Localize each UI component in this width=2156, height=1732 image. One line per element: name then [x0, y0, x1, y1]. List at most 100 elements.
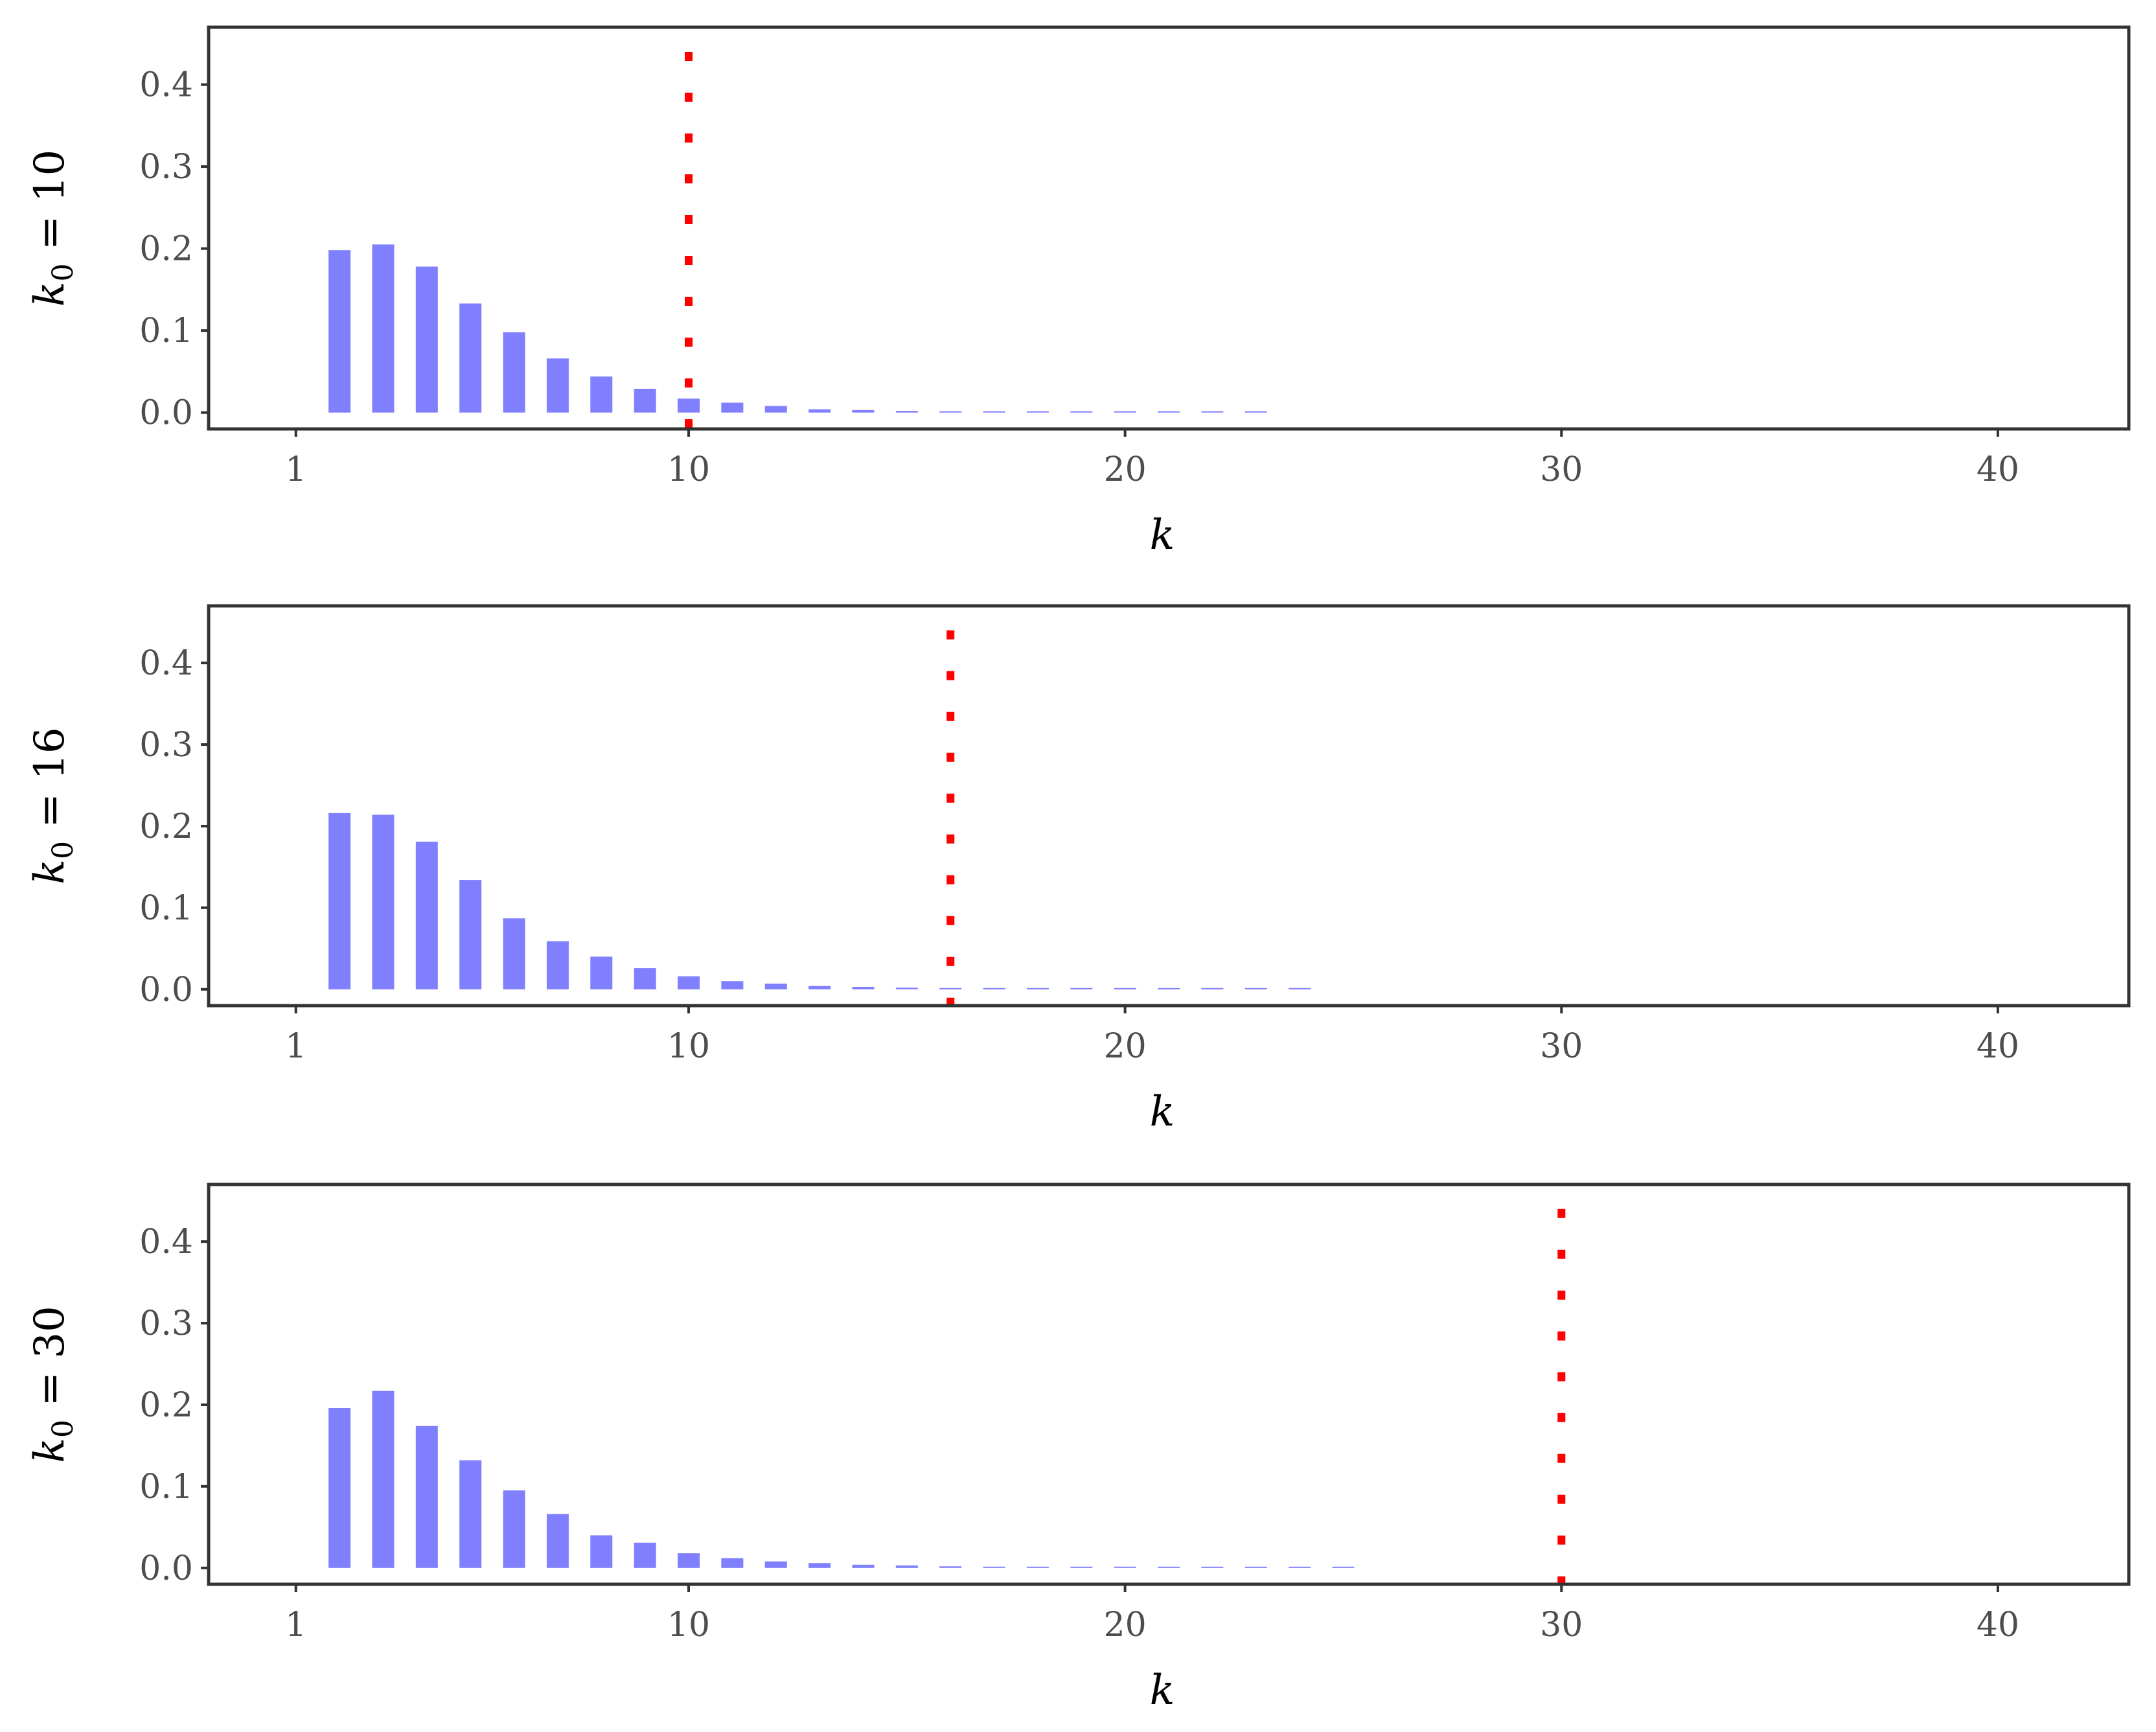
- y-tick-label: 0.4: [139, 644, 193, 683]
- bar: [1026, 1566, 1049, 1568]
- x-axis-title: k: [1150, 1667, 1175, 1715]
- y-tick-label: 0.1: [139, 1468, 193, 1507]
- y-axis-title-subscript: 0: [47, 263, 80, 281]
- bar: [1158, 1566, 1180, 1568]
- bar: [1070, 411, 1093, 413]
- bar: [808, 1563, 831, 1568]
- x-tick-label: 10: [667, 1027, 710, 1066]
- bar: [939, 1566, 962, 1568]
- bar: [983, 987, 1005, 989]
- bar: [634, 389, 656, 413]
- bar: [721, 981, 744, 989]
- y-axis-title-value: = 10: [26, 150, 74, 264]
- bar: [1114, 1566, 1136, 1568]
- bar: [634, 1542, 656, 1568]
- x-tick-label: 1: [285, 450, 306, 489]
- bar: [415, 266, 438, 413]
- bar: [459, 1460, 482, 1568]
- bar: [983, 411, 1005, 413]
- bar: [590, 1535, 613, 1568]
- y-axis-title-var: k: [26, 1438, 74, 1463]
- panel-border: [207, 25, 2131, 431]
- y-axis-title-subscript: 0: [47, 841, 80, 859]
- bar: [503, 918, 525, 989]
- bar: [983, 1566, 1005, 1568]
- x-tick-label: 30: [1540, 1606, 1583, 1645]
- y-axis-title-value: = 30: [26, 1306, 74, 1420]
- panel-border: [207, 1183, 2131, 1586]
- bar: [939, 411, 962, 413]
- bar: [852, 410, 875, 413]
- bar: [678, 976, 700, 989]
- bar: [1244, 987, 1267, 989]
- bar: [1114, 987, 1136, 989]
- bar: [895, 411, 918, 413]
- y-axis-title: k0 = 16: [26, 727, 80, 884]
- bar: [721, 402, 744, 413]
- bar: [1332, 1566, 1355, 1568]
- y-tick-label: 0.2: [139, 1386, 193, 1425]
- x-tick-label: 40: [1977, 1606, 2019, 1645]
- bar: [372, 1391, 395, 1568]
- y-axis-title-value: = 16: [26, 727, 74, 841]
- bar: [1201, 411, 1224, 413]
- bar: [808, 409, 831, 413]
- bar: [852, 1564, 875, 1568]
- x-axis-title: k: [1150, 1088, 1175, 1136]
- bar: [678, 398, 700, 413]
- bar: [372, 244, 395, 413]
- bar: [459, 303, 482, 413]
- y-tick-label: 0.1: [139, 312, 193, 351]
- x-tick-label: 30: [1540, 450, 1583, 489]
- bar: [546, 941, 569, 989]
- x-tick-label: 40: [1977, 1027, 2019, 1066]
- bar: [1158, 411, 1180, 413]
- bar: [1070, 987, 1093, 989]
- x-tick-label: 20: [1104, 1606, 1147, 1645]
- bar: [678, 1553, 700, 1568]
- y-tick-label: 0.4: [139, 66, 193, 105]
- bar: [764, 984, 787, 989]
- bar: [1070, 1566, 1093, 1568]
- x-tick-label: 10: [667, 450, 710, 489]
- y-tick-label: 0.0: [139, 1549, 193, 1588]
- x-tick-label: 20: [1104, 1027, 1147, 1066]
- x-tick-label: 10: [667, 1606, 710, 1645]
- bar: [764, 1561, 787, 1568]
- bar: [328, 813, 351, 989]
- bar: [895, 987, 918, 989]
- bar: [503, 332, 525, 413]
- bar: [459, 880, 482, 989]
- bar: [1289, 1566, 1311, 1568]
- bar: [808, 986, 831, 989]
- bar: [546, 1514, 569, 1568]
- panel-border: [207, 604, 2131, 1008]
- bar: [1026, 987, 1049, 989]
- y-axis-title: k0 = 10: [26, 150, 80, 307]
- x-axis-title: k: [1150, 511, 1175, 559]
- bar: [1244, 411, 1267, 413]
- y-tick-label: 0.0: [139, 394, 193, 433]
- x-tick-label: 20: [1104, 450, 1147, 489]
- bar: [1026, 411, 1049, 413]
- y-tick-label: 0.3: [139, 1304, 193, 1343]
- bar: [372, 814, 395, 989]
- bar: [764, 406, 787, 413]
- bar: [415, 1426, 438, 1568]
- x-tick-label: 1: [285, 1027, 306, 1066]
- x-tick-label: 30: [1540, 1027, 1583, 1066]
- y-tick-label: 0.2: [139, 230, 193, 269]
- y-axis-title-var: k: [26, 281, 74, 306]
- y-tick-label: 0.1: [139, 889, 193, 928]
- bar: [590, 376, 613, 413]
- bar: [852, 987, 875, 989]
- bar: [939, 987, 962, 989]
- bar: [590, 956, 613, 989]
- bar: [328, 1408, 351, 1568]
- bar: [503, 1490, 525, 1568]
- y-tick-label: 0.3: [139, 148, 193, 187]
- bar: [415, 841, 438, 989]
